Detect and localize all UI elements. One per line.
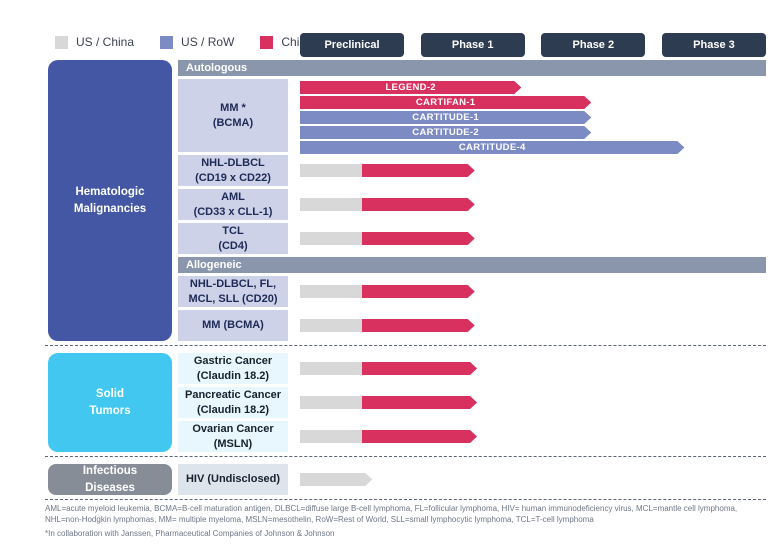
pipeline-bar-segment-china — [362, 232, 475, 245]
pipeline-bar-segment-us-china — [300, 198, 362, 211]
row-label-gastric-cancer: Gastric Cancer (Claudin 18.2) — [178, 353, 288, 384]
trial-bar-label-cartitude-4: CARTITUDE-4 — [458, 142, 526, 153]
row-label-ovarian-cancer: Ovarian Cancer (MSLN) — [178, 421, 288, 452]
phase-button-preclinical[interactable]: Preclinical — [300, 33, 404, 57]
pipeline-bar-segment-china — [362, 198, 475, 211]
phase-axis: Preclinical Phase 1 Phase 2 Phase 3 — [300, 33, 766, 57]
row-label-hiv-undisclosed: HIV (Undisclosed) — [178, 464, 288, 495]
trial-bar-label-cartifan-1: CARTIFAN-1 — [415, 97, 476, 108]
pipeline-bar-segment-china — [362, 362, 477, 375]
trial-bar-label-legend-2: LEGEND-2 — [385, 82, 436, 93]
legend-swatch-us-row-icon — [160, 35, 174, 49]
sidebar-solid: Solid Tumors — [48, 353, 172, 452]
phase-button-phase-3[interactable]: Phase 3 — [661, 33, 766, 57]
pipeline-bar-segment-us-china — [300, 285, 362, 298]
trial-bar-cartitude-4: CARTITUDE-4 — [300, 141, 684, 154]
legend-swatch-us-china-icon — [55, 35, 68, 49]
phase-button-phase-1[interactable]: Phase 1 — [420, 33, 525, 57]
section-separator — [45, 345, 766, 346]
row-label-mm: MM * (BCMA) — [178, 79, 288, 152]
pipeline-bar-segment-us-china — [300, 430, 362, 443]
row-label-nhl-dlbcl: NHL-DLBCL (CD19 x CD22) — [178, 155, 288, 186]
trial-bar-legend-2: LEGEND-2 — [300, 81, 521, 94]
pipeline-bar-segment-china — [362, 396, 477, 409]
legend-item-us-row: US / RoW — [160, 35, 234, 49]
legend-swatch-china-icon — [260, 35, 274, 49]
row-label-nhl-dlbcl-fl: NHL-DLBCL, FL, MCL, SLL (CD20) — [178, 276, 288, 307]
pipeline-bar-segment-us-china — [300, 396, 362, 409]
region-legend: US / China US / RoW China — [55, 35, 313, 49]
pipeline-bar-segment-us-china — [300, 232, 362, 245]
pipeline-bar-segment-china — [362, 319, 475, 332]
row-label-tcl: TCL (CD4) — [178, 223, 288, 254]
trial-bar-label-cartitude-1: CARTITUDE-1 — [412, 112, 479, 123]
legend-label-us-china: US / China — [76, 35, 135, 49]
pipeline-bar-segment-china — [362, 164, 475, 177]
section-separator — [45, 499, 766, 500]
pipeline-bar-segment-us-china — [300, 473, 372, 486]
pipeline-bar-segment-us-china — [300, 362, 362, 375]
pipeline-bar-segment-us-china — [300, 319, 362, 332]
row-label-aml: AML (CD33 x CLL-1) — [178, 189, 288, 220]
group-header-allogeneic: Allogeneic — [178, 257, 766, 273]
row-label-mm-bcma: MM (BCMA) — [178, 310, 288, 341]
pipeline-bar-segment-china — [362, 430, 477, 443]
trial-bar-cartitude-1: CARTITUDE-1 — [300, 111, 591, 124]
footnote-collaboration: *In collaboration with Janssen, Pharmace… — [45, 529, 335, 538]
trial-bar-label-cartitude-2: CARTITUDE-2 — [412, 127, 479, 138]
group-header-autologous: Autologous — [178, 60, 766, 76]
pipeline-bar-segment-china — [362, 285, 475, 298]
section-separator — [45, 456, 766, 457]
trial-bar-cartitude-2: CARTITUDE-2 — [300, 126, 591, 139]
row-label-pancreatic-cancer: Pancreatic Cancer (Claudin 18.2) — [178, 387, 288, 418]
sidebar-hematologic: Hematologic Malignancies — [48, 60, 172, 341]
sidebar-infectious: Infectious Diseases — [48, 464, 172, 495]
legend-label-us-row: US / RoW — [181, 35, 235, 49]
phase-button-phase-2[interactable]: Phase 2 — [541, 33, 646, 57]
legend-item-us-china: US / China — [55, 35, 134, 49]
trial-bar-cartifan-1: CARTIFAN-1 — [300, 96, 591, 109]
pipeline-bar-segment-us-china — [300, 164, 362, 177]
footnote-abbreviations: AML=acute myeloid leukemia, BCMA=B-cell … — [45, 504, 738, 524]
